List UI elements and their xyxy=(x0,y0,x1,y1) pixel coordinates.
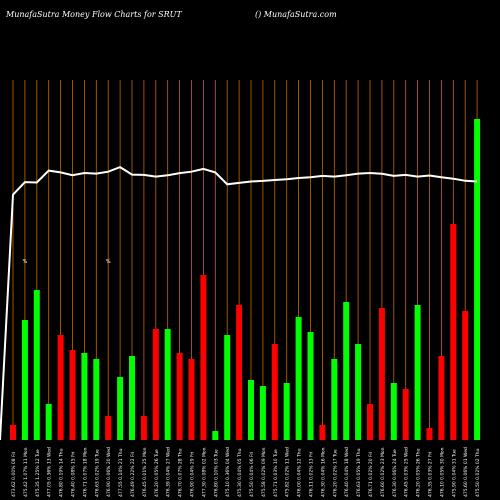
x-tick-label: 476.00 0.04% 12 Thu xyxy=(297,448,303,497)
x-axis-labels: 473.62 0.00% 08 Fri 475.42 1.07% 11 Mon 47… xyxy=(11,447,481,497)
marker-label: % xyxy=(106,259,111,265)
x-tick-label: 476.63 0.02% 19 Tue xyxy=(94,449,100,497)
x-tick-label: 475.30 0.04% 05 Thu xyxy=(237,448,243,497)
flow-bar xyxy=(164,329,171,440)
flow-bar xyxy=(367,404,373,440)
flow-bar xyxy=(331,359,338,440)
flow-bar xyxy=(10,425,16,440)
x-tick-label: 475.35 1.25% 12 Tue xyxy=(35,449,41,497)
flow-bar xyxy=(57,335,64,440)
x-tick-label: 475.60 0.06% 01 Wed xyxy=(463,447,469,497)
flow-bar xyxy=(295,317,302,440)
x-tick-label: 476.49 0.22% 22 Fri xyxy=(130,452,136,497)
flow-bar xyxy=(45,404,52,440)
x-tick-label: 476.80 0.19% 14 Thu xyxy=(59,448,65,497)
flow-bar xyxy=(438,356,445,440)
x-tick-label: 473.62 0.00% 08 Fri xyxy=(11,452,17,497)
x-tick-label: 477.05 0.36% 13 Wed xyxy=(47,447,53,497)
x-tick-label: 475.10 0.36% 04 Wed xyxy=(225,447,231,497)
x-tick-label: 476.20 0.05% 26 Tue xyxy=(154,449,160,497)
flow-bar xyxy=(188,359,195,440)
flow-bar xyxy=(129,356,135,440)
x-tick-label: 476.60 0.02% 23 Mon xyxy=(380,447,386,497)
x-tick-label: 476.20 0.02% 17 Tue xyxy=(332,449,338,497)
x-tick-label: 475.58 0.02% 09 Mon xyxy=(261,447,267,497)
x-tick-label: 476.70 0.07% 28 Thu xyxy=(178,448,184,497)
flow-bar xyxy=(283,383,290,440)
flow-bar xyxy=(271,344,278,440)
x-tick-label: 476.20 0.05% 26 Thu xyxy=(416,448,422,497)
x-tick-label: 476.11 0.02% 13 Fri xyxy=(309,452,315,497)
x-tick-label: 476.45 0.03% 25 Wed xyxy=(404,447,410,497)
x-tick-label: 475.50 0.02% 02 Thu xyxy=(475,448,481,497)
x-tick-label: 476.35 0.03% 27 Fri xyxy=(428,452,434,497)
flow-bar xyxy=(319,425,326,440)
flow-bar xyxy=(140,416,147,440)
flow-bar xyxy=(152,329,159,440)
flow-bar xyxy=(390,383,397,440)
x-tick-label: 476.30 0.04% 16 Mon xyxy=(320,447,326,497)
x-tick-label: 476.71 0.02% 20 Fri xyxy=(368,452,374,497)
x-tick-label: 476.40 0.04% 18 Wed xyxy=(344,447,350,497)
x-tick-label: 476.63 0.05% 19 Thu xyxy=(356,448,362,497)
x-tick-label: 475.50 0.04% 06 Fri xyxy=(249,452,255,497)
flow-bar xyxy=(343,302,350,440)
flow-bar xyxy=(69,350,76,440)
flow-bar xyxy=(355,344,362,440)
x-tick-label: 477.55 0.14% 21 Thu xyxy=(118,448,124,497)
x-tick-label: 475.90 0.04% 31 Tue xyxy=(451,449,457,497)
x-tick-label: 476.10 0.05% 30 Mon xyxy=(439,447,445,497)
flow-bar xyxy=(93,359,100,440)
x-tick-label: 477.30 0.08% 02 Mon xyxy=(201,447,207,497)
flow-bar xyxy=(450,224,457,440)
flow-bar xyxy=(224,335,231,440)
flow-bar xyxy=(81,353,88,440)
x-tick-label: 476.71 0.07% 18 Mon xyxy=(82,447,88,497)
x-tick-label: 475.42 1.07% 11 Mon xyxy=(23,447,29,497)
flow-bar xyxy=(259,386,266,440)
price-line xyxy=(0,165,478,441)
x-tick-label: 476.90 0.06% 20 Wed xyxy=(106,447,112,497)
flow-bar xyxy=(176,353,183,440)
flow-bar xyxy=(378,308,385,440)
flow-bar xyxy=(307,332,314,440)
flow-bar xyxy=(21,320,28,440)
flow-bar xyxy=(474,119,481,440)
flow-bar xyxy=(414,305,421,440)
flow-bar xyxy=(426,428,433,440)
flow-bar xyxy=(462,311,469,440)
x-tick-label: 475.71 0.03% 10 Tue xyxy=(273,449,279,497)
x-tick-label: 475.82 0.02% 11 Wed xyxy=(285,447,291,497)
flow-bar xyxy=(117,377,124,440)
x-tick-label: 476.39 0.04% 27 Wed xyxy=(166,447,172,497)
flow-bar xyxy=(33,290,40,440)
marker-label: % xyxy=(23,259,28,265)
flow-bar xyxy=(248,380,254,440)
flow-bar xyxy=(200,275,207,440)
chart-title: MunafaSutra Money Flow Charts for SRUT xyxy=(6,10,182,19)
x-tick-label: 476.40 0.08% 15 Fri xyxy=(71,452,77,497)
flow-bar xyxy=(402,389,409,440)
flow-bars xyxy=(10,119,481,440)
flow-bar xyxy=(105,416,112,440)
x-tick-label: 476.45 0.01% 25 Mon xyxy=(142,447,148,497)
site-credit: () MunafaSutra.com xyxy=(255,10,337,19)
markers: %% xyxy=(23,259,111,265)
x-tick-label: 476.90 0.04% 29 Fri xyxy=(190,452,196,497)
x-tick-label: 476.30 0.06% 24 Tue xyxy=(392,449,398,497)
flow-bar xyxy=(212,431,219,440)
x-tick-label: 476.80 0.10% 03 Tue xyxy=(213,449,219,497)
flow-bar xyxy=(236,305,243,440)
